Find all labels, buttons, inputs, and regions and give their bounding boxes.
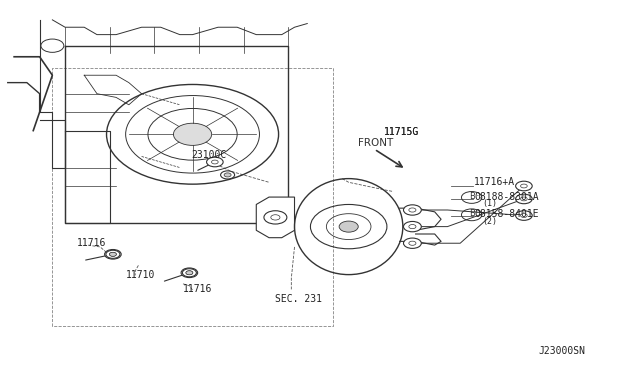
Circle shape — [186, 271, 193, 275]
Text: (2): (2) — [483, 217, 497, 226]
Circle shape — [339, 221, 358, 232]
Circle shape — [520, 197, 527, 201]
Circle shape — [186, 271, 193, 275]
Circle shape — [104, 250, 121, 259]
Circle shape — [173, 123, 212, 145]
Circle shape — [403, 221, 421, 232]
Text: 11715G: 11715G — [384, 127, 419, 137]
Circle shape — [109, 252, 116, 256]
Circle shape — [516, 181, 532, 191]
Circle shape — [106, 250, 120, 259]
Circle shape — [520, 184, 527, 188]
Circle shape — [403, 205, 421, 215]
Circle shape — [221, 171, 235, 179]
Circle shape — [409, 208, 416, 212]
Circle shape — [212, 160, 218, 164]
Text: 08188-8301A: 08188-8301A — [474, 192, 539, 202]
Text: J23000SN: J23000SN — [539, 346, 586, 356]
Circle shape — [181, 268, 198, 278]
Text: 23100C: 23100C — [191, 150, 227, 160]
Text: B: B — [469, 209, 475, 218]
Text: SEC. 231: SEC. 231 — [275, 294, 323, 304]
Circle shape — [516, 194, 532, 204]
Text: (1): (1) — [483, 199, 497, 208]
Circle shape — [409, 241, 416, 245]
Text: 08158-8401E: 08158-8401E — [474, 209, 539, 219]
Text: 11715G: 11715G — [384, 127, 419, 137]
Circle shape — [516, 211, 532, 220]
Circle shape — [271, 215, 280, 220]
Circle shape — [409, 225, 416, 229]
Circle shape — [224, 173, 231, 177]
Circle shape — [264, 211, 287, 224]
Circle shape — [207, 157, 223, 167]
Text: 11716: 11716 — [77, 238, 106, 248]
Circle shape — [182, 269, 196, 277]
Polygon shape — [256, 197, 294, 238]
Circle shape — [403, 238, 421, 248]
Circle shape — [109, 252, 116, 256]
Text: B: B — [469, 192, 475, 201]
Text: 11716: 11716 — [182, 284, 212, 294]
Text: 11716+A: 11716+A — [474, 177, 515, 187]
Text: FRONT: FRONT — [358, 138, 394, 148]
Circle shape — [520, 214, 527, 218]
Text: 11710: 11710 — [126, 270, 156, 280]
